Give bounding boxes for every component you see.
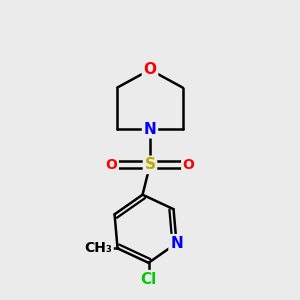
Text: N: N	[144, 122, 156, 137]
Text: Cl: Cl	[140, 272, 157, 287]
Text: N: N	[170, 236, 183, 251]
Text: O: O	[105, 158, 117, 172]
Text: O: O	[143, 62, 157, 77]
Text: CH₃: CH₃	[84, 242, 112, 255]
Text: O: O	[183, 158, 195, 172]
Text: S: S	[145, 158, 155, 172]
